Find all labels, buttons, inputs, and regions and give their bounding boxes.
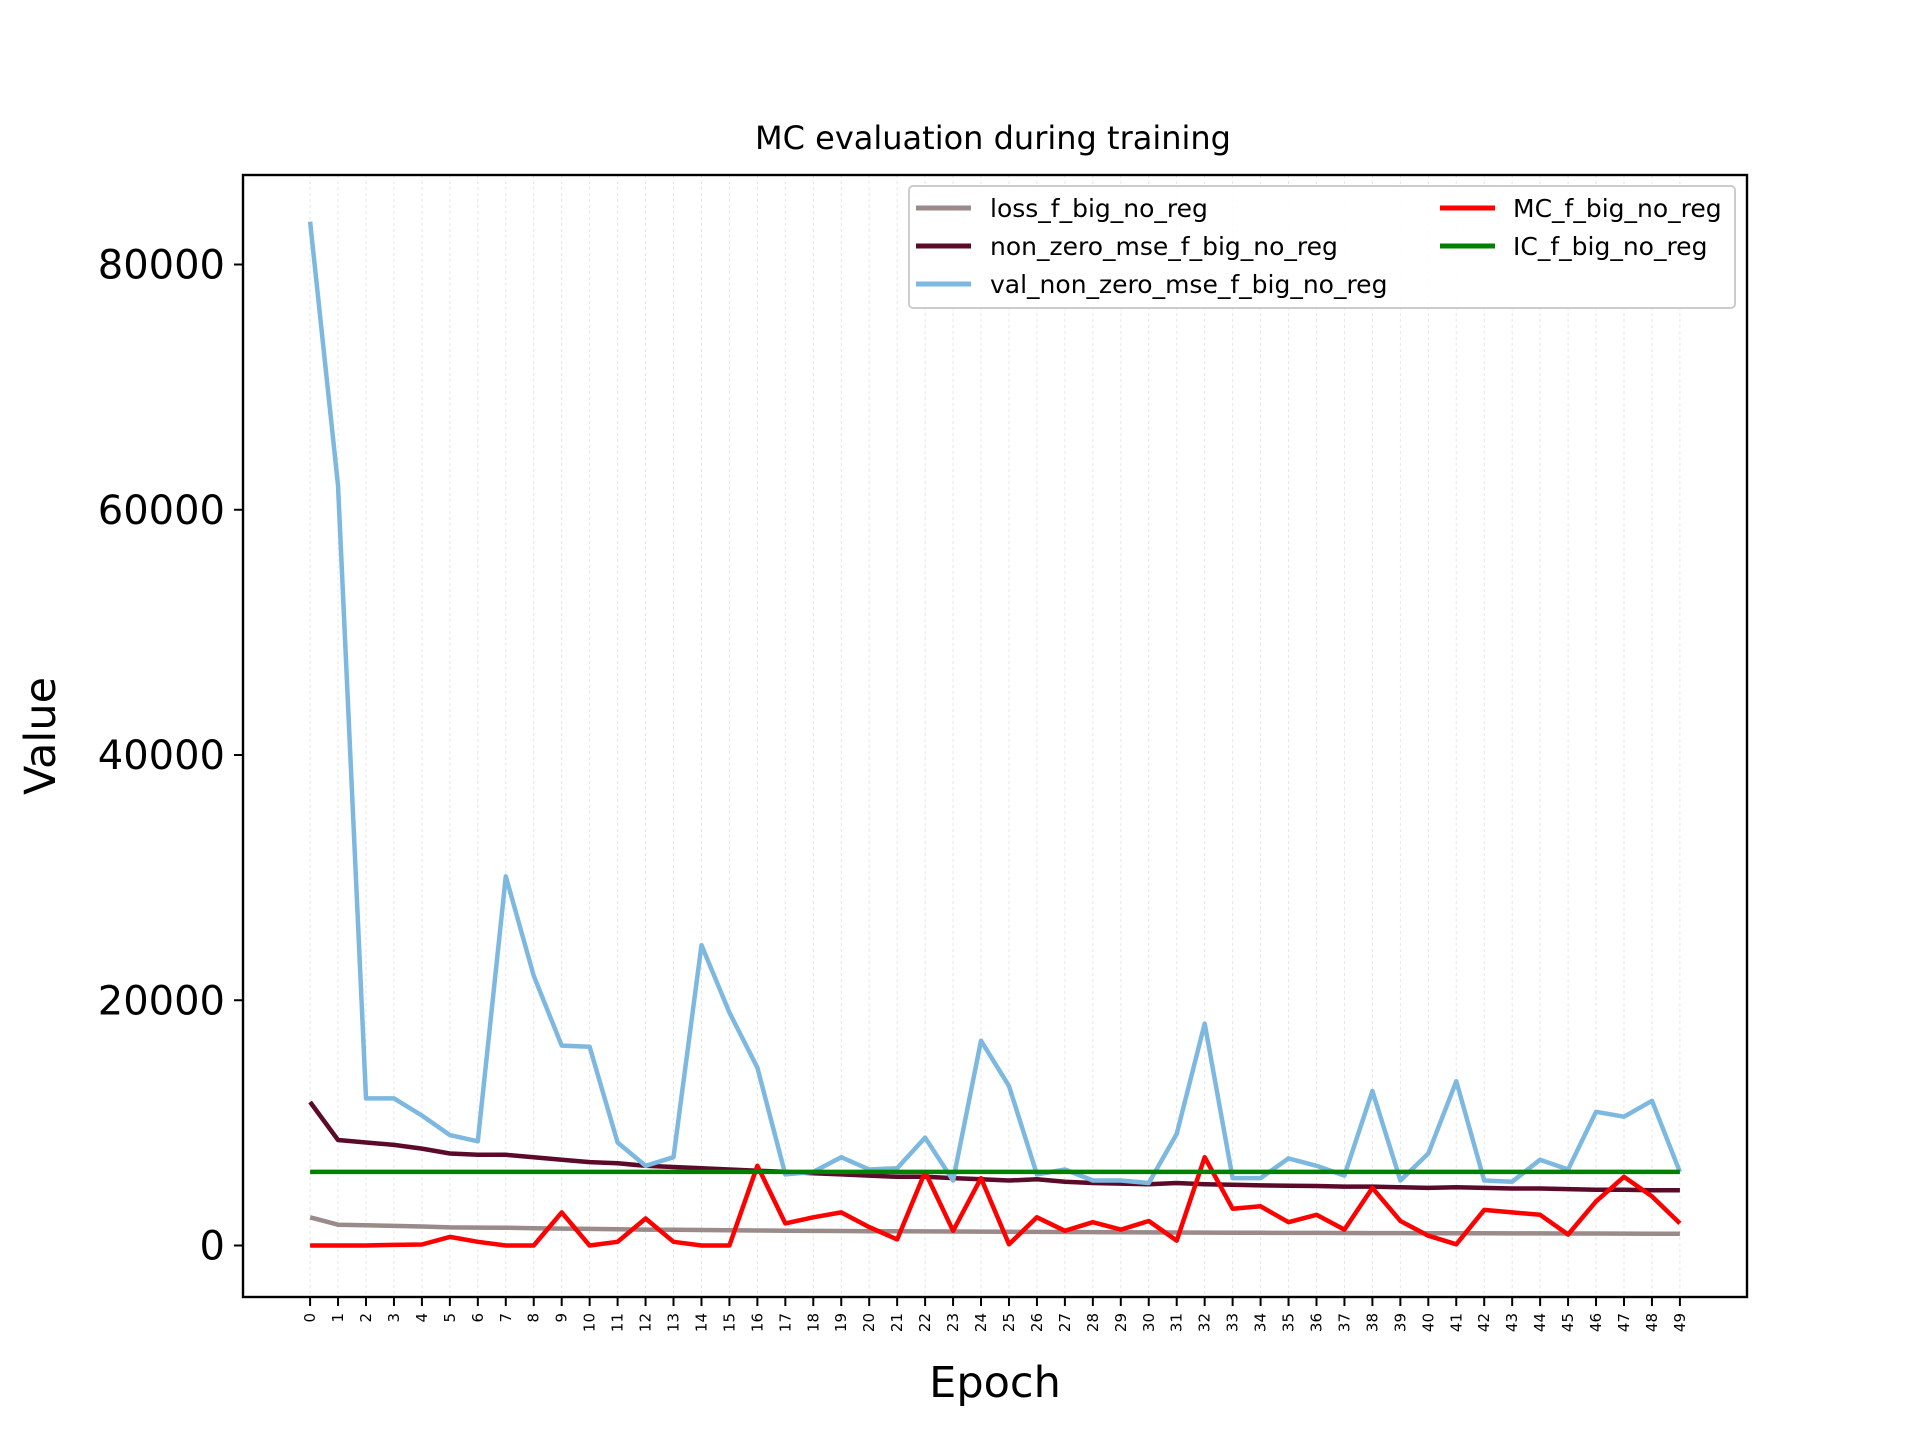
x-tick-label-26: 26 [1028, 1313, 1046, 1332]
x-tick-label-0: 0 [301, 1313, 319, 1323]
x-tick-label-36: 36 [1308, 1313, 1326, 1332]
x-tick-label-47: 47 [1615, 1313, 1633, 1332]
y-axis-label: Value [16, 677, 66, 795]
x-tick-label-13: 13 [665, 1313, 683, 1332]
x-tick-label-20: 20 [860, 1313, 878, 1332]
legend-label-4: IC_f_big_no_reg [1513, 232, 1707, 261]
x-tick-label-18: 18 [804, 1313, 822, 1332]
x-tick-label-4: 4 [413, 1313, 431, 1323]
x-tick-label-28: 28 [1084, 1313, 1102, 1332]
x-tick-label-6: 6 [469, 1313, 487, 1323]
x-tick-label-46: 46 [1587, 1313, 1605, 1332]
x-tick-label-17: 17 [776, 1313, 794, 1332]
legend: loss_f_big_no_reg non_zero_mse_f_big_no_r… [909, 186, 1735, 308]
x-tick-label-44: 44 [1531, 1313, 1549, 1332]
x-tick-label-15: 15 [720, 1313, 738, 1332]
x-tick-label-45: 45 [1559, 1313, 1577, 1332]
x-tick-label-8: 8 [525, 1313, 543, 1323]
legend-label-1: non_zero_mse_f_big_no_reg [990, 232, 1338, 261]
x-tick-label-21: 21 [888, 1313, 906, 1332]
x-tick-label-38: 38 [1363, 1313, 1381, 1332]
chart-title: MC evaluation during training [755, 119, 1231, 157]
y-tick-label-3: 60000 [98, 488, 225, 534]
x-tick-label-14: 14 [693, 1313, 711, 1332]
x-axis-label: Epoch [929, 1358, 1061, 1408]
x-tick-label-33: 33 [1224, 1313, 1242, 1332]
x-tick-label-37: 37 [1335, 1313, 1353, 1332]
x-tick-label-10: 10 [581, 1313, 599, 1332]
x-tick-label-30: 30 [1140, 1313, 1158, 1332]
x-tick-label-24: 24 [972, 1313, 990, 1332]
x-tick-label-1: 1 [329, 1313, 347, 1323]
x-tick-label-22: 22 [916, 1313, 934, 1332]
x-tick-label-3: 3 [385, 1313, 403, 1323]
x-tick-label-12: 12 [637, 1313, 655, 1332]
x-tick-label-39: 39 [1391, 1313, 1409, 1332]
x-tick-label-34: 34 [1252, 1313, 1270, 1332]
x-tick-label-19: 19 [832, 1313, 850, 1332]
x-tick-label-31: 31 [1168, 1313, 1186, 1332]
x-tick-label-29: 29 [1112, 1313, 1130, 1332]
legend-label-0: loss_f_big_no_reg [990, 194, 1208, 223]
x-tick-label-48: 48 [1643, 1313, 1661, 1332]
x-tick-label-40: 40 [1419, 1313, 1437, 1332]
y-tick-label-0: 0 [200, 1223, 225, 1269]
x-tick-label-11: 11 [609, 1313, 627, 1332]
x-tick-label-7: 7 [497, 1313, 515, 1323]
x-tick-label-42: 42 [1475, 1313, 1493, 1332]
x-tick-label-25: 25 [1000, 1313, 1018, 1332]
x-tick-label-43: 43 [1503, 1313, 1521, 1332]
x-tick-label-16: 16 [748, 1313, 766, 1332]
x-tick-label-2: 2 [357, 1313, 375, 1323]
x-tick-label-9: 9 [553, 1313, 571, 1323]
y-tick-label-4: 80000 [98, 243, 225, 289]
x-tick-label-32: 32 [1196, 1313, 1214, 1332]
x-tick-label-23: 23 [944, 1313, 962, 1332]
legend-label-3: MC_f_big_no_reg [1513, 194, 1722, 223]
y-tick-label-1: 20000 [98, 978, 225, 1024]
x-tick-label-5: 5 [441, 1313, 459, 1323]
x-tick-label-49: 49 [1671, 1313, 1689, 1332]
x-tick-label-41: 41 [1447, 1313, 1465, 1332]
x-tick-label-35: 35 [1280, 1313, 1298, 1332]
legend-label-2: val_non_zero_mse_f_big_no_reg [990, 270, 1387, 299]
y-tick-label-2: 40000 [98, 733, 225, 779]
x-tick-label-27: 27 [1056, 1313, 1074, 1332]
